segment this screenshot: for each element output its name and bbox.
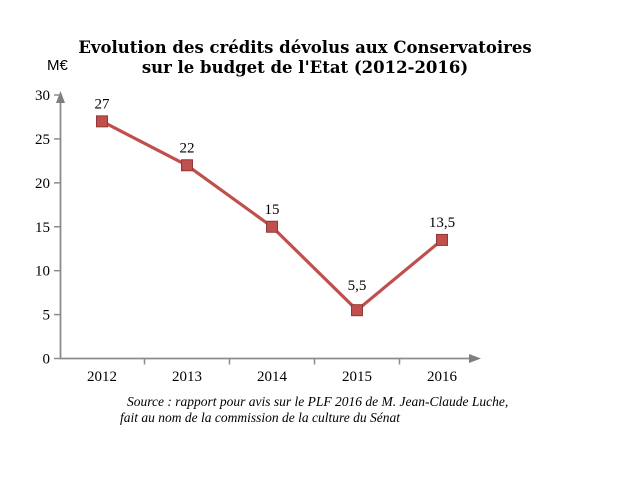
data-point-label: 13,5	[429, 215, 455, 231]
source-note-line2: fait au nom de la commission de la cultu…	[120, 409, 400, 425]
chart-title: Evolution des crédits dévolus aux Conser…	[55, 38, 555, 78]
data-point-marker	[96, 115, 108, 128]
y-tick-label: 10	[35, 264, 50, 280]
data-point-marker	[181, 159, 193, 172]
y-tick-label: 0	[43, 352, 51, 368]
x-tick-label: 2015	[342, 369, 372, 385]
x-tick-label: 2014	[257, 369, 288, 385]
data-point-label: 27	[95, 96, 111, 112]
y-axis-arrow	[56, 91, 65, 103]
y-axis-unit-label: M€	[47, 57, 68, 74]
data-point-label: 22	[180, 140, 195, 156]
source-note-line1: Source : rapport pour avis sur le PLF 20…	[127, 394, 509, 409]
x-tick-label: 2013	[172, 369, 202, 385]
y-tick-label: 15	[35, 220, 50, 236]
chart-title-line1: Evolution des crédits dévolus aux Conser…	[78, 38, 532, 57]
data-point-marker	[436, 233, 448, 246]
data-point-label: 15	[265, 202, 280, 218]
data-point-marker	[351, 304, 363, 317]
source-note: Source : rapport pour avis sur le PLF 20…	[120, 394, 590, 425]
x-tick-label: 2016	[427, 369, 458, 385]
data-point-label: 5,5	[348, 278, 367, 294]
y-tick-label: 5	[43, 308, 51, 324]
data-point-marker	[266, 220, 278, 233]
x-tick-label: 2012	[87, 369, 117, 385]
y-tick-label: 25	[35, 132, 50, 148]
y-tick-label: 30	[35, 88, 50, 104]
y-tick-label: 20	[35, 176, 50, 192]
x-axis-arrow	[469, 354, 481, 363]
chart-title-line2: sur le budget de l'Etat (2012-2016)	[141, 58, 469, 77]
